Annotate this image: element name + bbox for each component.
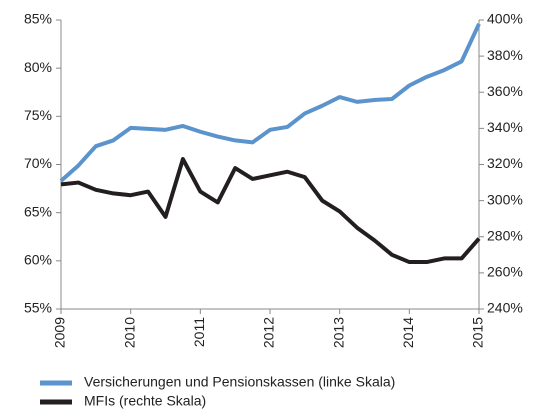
x-tick-label: 2015 (470, 317, 486, 348)
x-tick-label: 2014 (400, 317, 416, 348)
y2-tick-label: 340% (487, 119, 523, 135)
x-tick-label: 2011 (191, 317, 207, 347)
x-tick-label: 2010 (121, 317, 137, 348)
y-tick-label: 65% (24, 203, 52, 219)
y2-tick-label: 360% (487, 83, 523, 99)
y2-tick-label: 320% (487, 155, 523, 171)
legend-label: MFIs (rechte Skala) (84, 393, 206, 409)
series-line (60, 157, 481, 265)
x-tick-label: 2013 (330, 317, 346, 348)
y2-tick-label: 380% (487, 47, 523, 63)
y-tick-label: 85% (24, 11, 52, 27)
x-tick-label: 2009 (52, 317, 68, 348)
y2-tick-label: 300% (487, 191, 523, 207)
y-tick-label: 60% (24, 252, 52, 268)
y-tick-label: 80% (24, 59, 52, 75)
y2-tick-label: 280% (487, 227, 523, 243)
y-tick-label: 70% (24, 155, 52, 171)
series-line (59, 23, 481, 183)
y2-tick-label: 400% (487, 11, 523, 27)
y-tick-label: 75% (24, 107, 52, 123)
y2-tick-label: 240% (487, 300, 523, 316)
y-tick-label: 55% (24, 300, 52, 316)
y2-tick-label: 260% (487, 264, 523, 280)
x-tick-label: 2012 (261, 317, 277, 348)
legend-label: Versicherungen und Pensionskassen (linke… (84, 374, 395, 390)
